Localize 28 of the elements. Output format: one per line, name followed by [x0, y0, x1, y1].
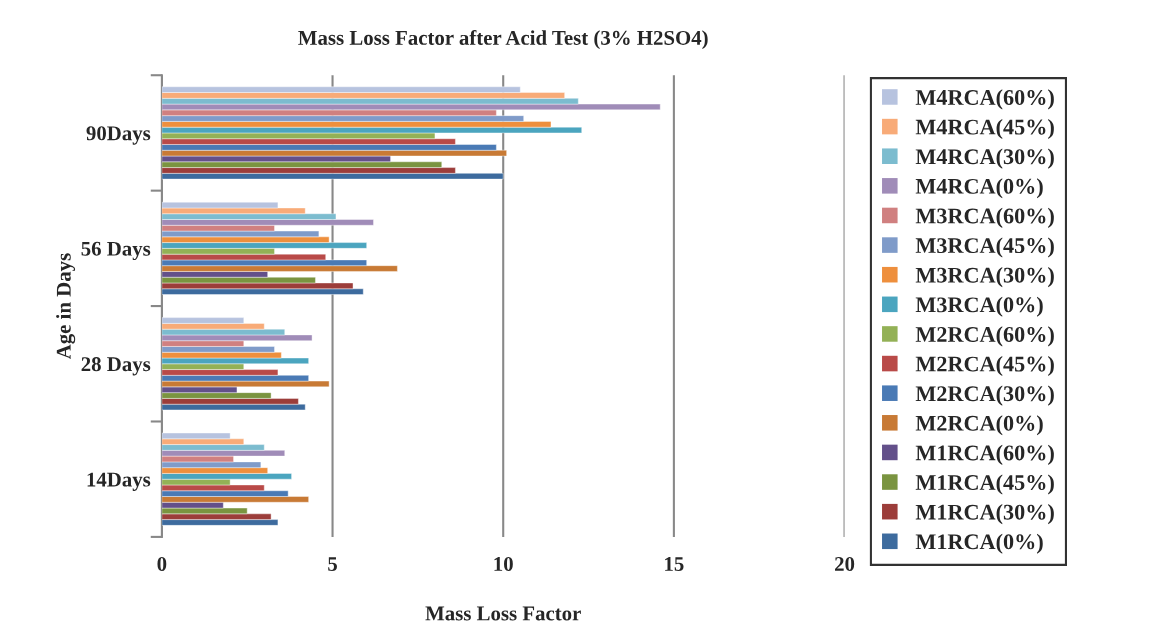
x-tick-label: 5 — [328, 557, 337, 572]
x-axis-title: Mass Loss Factor — [425, 606, 581, 621]
chart-title: Mass Loss Factor after Acid Test (3% H2SO4) — [298, 30, 708, 50]
x-tick-label: 15 — [665, 557, 684, 572]
y-tick-label: 56 Days — [81, 241, 151, 261]
legend-label: M4RCA(0%) — [915, 178, 1043, 199]
x-tick-label: 20 — [835, 556, 855, 572]
x-tick-label: 0 — [157, 556, 167, 572]
legend-label: M1RCA(30%) — [915, 504, 1054, 525]
legend-label: M1RCA(45%) — [915, 474, 1054, 495]
y-tick-label: 14Days — [87, 472, 151, 491]
y-tick-label: 28 Days — [81, 357, 151, 376]
x-tick-label: 10 — [494, 556, 513, 572]
y-axis-title: Age in Days — [56, 253, 76, 360]
legend-label: M2RCA(30%) — [915, 385, 1054, 406]
legend-label: M1RCA(60%) — [915, 444, 1054, 465]
y-tick-label: 90Days — [86, 126, 151, 145]
legend-label: M3RCA(60%) — [915, 207, 1054, 228]
legend-label: M2RCA(45%) — [915, 355, 1054, 377]
legend-label: M4RCA(30%) — [915, 148, 1054, 169]
legend-label: M3RCA(45%) — [915, 237, 1054, 258]
legend-label: M3RCA(30%) — [915, 267, 1054, 288]
legend-label: M1RCA(0%) — [915, 533, 1043, 554]
legend-label: M4RCA(45%) — [915, 118, 1054, 140]
legend-label: M2RCA(0%) — [915, 415, 1043, 436]
legend-label: M4RCA(60%) — [915, 89, 1054, 110]
legend-label: M3RCA(0%) — [915, 296, 1043, 317]
legend-label: M2RCA(60%) — [915, 326, 1054, 347]
